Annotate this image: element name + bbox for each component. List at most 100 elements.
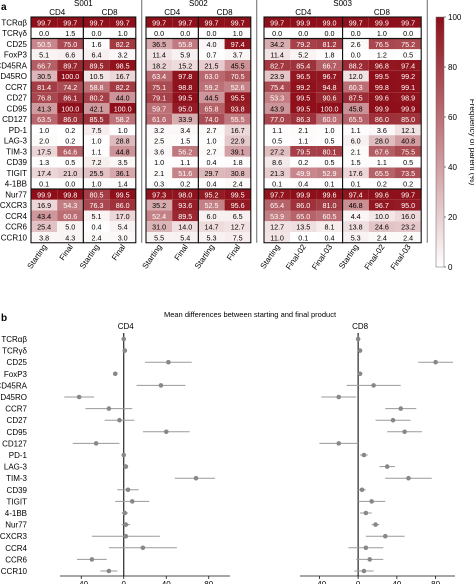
heatmap-cell-value: 55.5 xyxy=(231,115,245,124)
heatmap-cell-value: 0.0 xyxy=(39,29,49,38)
heatmap-cell xyxy=(198,113,225,125)
heatmap-cell-value: 13.5 xyxy=(296,223,310,232)
heatmap-cell-value: 1.1 xyxy=(180,158,190,167)
heatmap-cell-value: 90.6 xyxy=(323,94,337,103)
mean-point xyxy=(121,452,127,458)
heatmap-cell-value: 45.5 xyxy=(231,61,245,70)
heatmap-cell-value: 1.1 xyxy=(351,126,361,135)
heatmap-cell-value: 1.0 xyxy=(377,29,387,38)
column-label: Final xyxy=(173,243,190,263)
heatmap-cell xyxy=(31,60,58,71)
heatmap-cell xyxy=(83,156,110,168)
forest-row-label: CD27 xyxy=(7,416,28,425)
heatmap-cell xyxy=(395,17,422,28)
heatmap-cell xyxy=(290,221,317,232)
mean-point xyxy=(357,371,363,377)
column-label: Final-02 xyxy=(363,242,387,271)
forest-row-label: PD-1 xyxy=(9,451,28,460)
heatmap-cell xyxy=(31,124,58,136)
heatmap-cell-value: 5.4 xyxy=(118,223,128,232)
heatmap-cell xyxy=(395,221,422,232)
heatmap-cell-value: 1.0 xyxy=(118,29,128,38)
heatmap-group-box xyxy=(342,188,422,244)
heatmap-cell-value: 41.3 xyxy=(37,104,51,113)
heatmap-cell-value: 30.5 xyxy=(37,72,51,81)
heatmap-cell xyxy=(146,92,173,103)
row-label-marker: CD25 xyxy=(7,40,28,49)
heatmap-cell-value: 99.5 xyxy=(231,190,245,199)
forest-row-label: TIM-3 xyxy=(6,474,27,483)
heatmap-cell-value: 0.5 xyxy=(403,158,413,167)
heatmap-cell xyxy=(109,113,136,125)
heatmap-cell-value: 13.8 xyxy=(349,223,363,232)
heatmap-cell-value: 65.5 xyxy=(349,115,363,124)
heatmap-cell xyxy=(368,210,395,222)
heatmap-cell-value: 65.4 xyxy=(270,201,284,210)
heatmap-cell-value: 0.2 xyxy=(65,126,75,135)
heatmap-cell-value: 2.1 xyxy=(154,169,164,178)
heatmap-cell xyxy=(342,199,369,211)
heatmap-cell xyxy=(264,113,291,125)
row-label-marker: CCR4 xyxy=(5,212,27,221)
heatmap-cell xyxy=(368,156,395,168)
heatmap-cell-value: 2.7 xyxy=(207,147,217,156)
heatmap-cell-value: 1.3 xyxy=(39,158,49,167)
heatmap-cell xyxy=(57,92,84,103)
heatmap-cell-value: 76.8 xyxy=(37,94,51,103)
heatmap-cell-value: 54.3 xyxy=(63,201,77,210)
heatmap-cell xyxy=(146,167,173,179)
heatmap-cell-value: 0.4 xyxy=(92,223,102,232)
heatmap-cell xyxy=(83,92,110,103)
heatmap-cell xyxy=(57,124,84,136)
heatmap-cell-value: 25.4 xyxy=(37,223,51,232)
heatmap-cell xyxy=(109,17,136,28)
heatmap-cell-value: 5.3 xyxy=(351,233,361,242)
heatmap-cell xyxy=(146,178,173,189)
heatmap-cell xyxy=(290,124,317,136)
x-tick-label: 40 xyxy=(392,580,401,584)
heatmap-cell-value: 76.3 xyxy=(90,201,104,210)
heatmap-cell xyxy=(172,81,199,93)
heatmap-cell xyxy=(368,189,395,200)
heatmap-cell-value: 99.0 xyxy=(323,18,337,27)
heatmap-cell-value: 52.4 xyxy=(152,212,166,221)
heatmap-cell-value: 60.5 xyxy=(323,212,337,221)
heatmap-cell xyxy=(83,167,110,179)
heatmap-cell xyxy=(224,49,251,60)
heatmap-cell xyxy=(264,49,291,60)
heatmap-cell xyxy=(316,232,343,243)
heatmap-cell xyxy=(368,232,395,243)
heatmap-cell xyxy=(264,135,291,146)
heatmap-cell xyxy=(198,135,225,146)
forest-row-label: FoxP3 xyxy=(4,370,28,379)
heatmap-cell xyxy=(146,232,173,243)
heatmap-cell-value: 93.8 xyxy=(231,104,245,113)
heatmap-cell xyxy=(395,156,422,168)
heatmap-cell xyxy=(264,221,291,232)
heatmap-cell xyxy=(146,221,173,232)
heatmap-cell xyxy=(342,221,369,232)
heatmap-cell-value: 96.8 xyxy=(375,61,389,70)
heatmap-cell-value: 0.2 xyxy=(403,180,413,189)
row-label-marker: CCR6 xyxy=(5,223,27,232)
heatmap-cell-value: 80.2 xyxy=(90,94,104,103)
heatmap-cell-value: 59.7 xyxy=(152,104,166,113)
heatmap-cell-value: 99.5 xyxy=(296,104,310,113)
heatmap-cell xyxy=(395,210,422,222)
column-label: Starting xyxy=(259,243,282,271)
heatmap-cell xyxy=(395,60,422,71)
heatmap-cell-value: 96.5 xyxy=(296,72,310,81)
heatmap-cell-value: 0.0 xyxy=(298,29,308,38)
heatmap-cell-value: 7.5 xyxy=(92,126,102,135)
heatmap-cell xyxy=(395,38,422,50)
heatmap-cell xyxy=(368,60,395,71)
heatmap-cell-value: 1.8 xyxy=(325,51,335,60)
heatmap-cell-value: 99.7 xyxy=(63,18,77,27)
heatmap-cell xyxy=(31,210,58,222)
heatmap-cell xyxy=(31,70,58,82)
heatmap-cell-value: 86.3 xyxy=(296,115,310,124)
heatmap-cell xyxy=(146,156,173,168)
row-label-marker: TIGIT xyxy=(7,169,28,178)
group-label: CD8 xyxy=(374,8,391,17)
heatmap-cell xyxy=(264,210,291,222)
